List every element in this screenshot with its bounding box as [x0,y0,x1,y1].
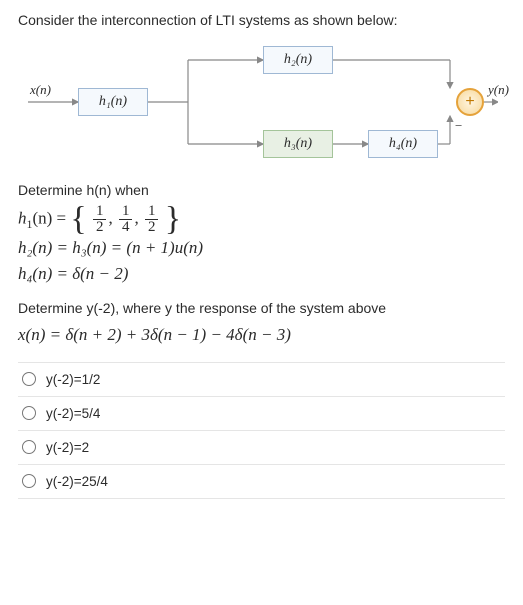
label-minus: − [455,118,462,134]
choice-list: y(-2)=1/2 y(-2)=5/4 y(-2)=2 y(-2)=25/4 [18,362,505,499]
eq-xn: x(n) = δ(n + 2) + 3δ(n − 1) − 4δ(n − 3) [18,322,505,348]
f2n: 1 [119,204,133,220]
eq-h4: h₄(n) = δ(n − 2) [18,261,505,287]
choice-label: y(-2)=2 [46,440,89,455]
radio-icon [22,406,36,420]
block-h1: h₁(n) [78,88,148,116]
eq-h1: h1(n) = { 12, 14, 12 } [18,204,505,235]
h1-sym: h [18,208,27,227]
block-h4: h₄(n) [368,130,438,158]
label-xn: x(n) [30,82,51,98]
choice-d[interactable]: y(-2)=25/4 [18,464,505,499]
f1d: 2 [93,220,107,235]
f1n: 1 [93,204,107,220]
block-h2: h₂(n) [263,46,333,74]
radio-icon [22,474,36,488]
choice-a[interactable]: y(-2)=1/2 [18,362,505,396]
determine-y-text: Determine y(-2), where y the response of… [18,300,505,316]
block-diagram: x(n) y(n) h₁(n) h₂(n) h₃(n) h₄(n) + − [18,38,498,168]
eq-h2h3: h₂(n) = h₃(n) = (n + 1)u(n) [18,235,505,261]
h1-open: (n) = [32,208,70,227]
f2d: 4 [119,220,133,235]
question-prompt: Consider the interconnection of LTI syst… [18,12,505,28]
choice-label: y(-2)=5/4 [46,406,100,421]
choice-label: y(-2)=25/4 [46,474,108,489]
radio-icon [22,440,36,454]
block-h3: h₃(n) [263,130,333,158]
choice-label: y(-2)=1/2 [46,372,100,387]
equations-block: h1(n) = { 12, 14, 12 } h₂(n) = h₃(n) = (… [18,204,505,286]
f3d: 2 [145,220,159,235]
choice-b[interactable]: y(-2)=5/4 [18,396,505,430]
label-yn: y(n) [488,82,509,98]
choice-c[interactable]: y(-2)=2 [18,430,505,464]
radio-icon [22,372,36,386]
determine-hn-text: Determine h(n) when [18,182,505,198]
f3n: 1 [145,204,159,220]
summing-junction: + [456,88,484,116]
